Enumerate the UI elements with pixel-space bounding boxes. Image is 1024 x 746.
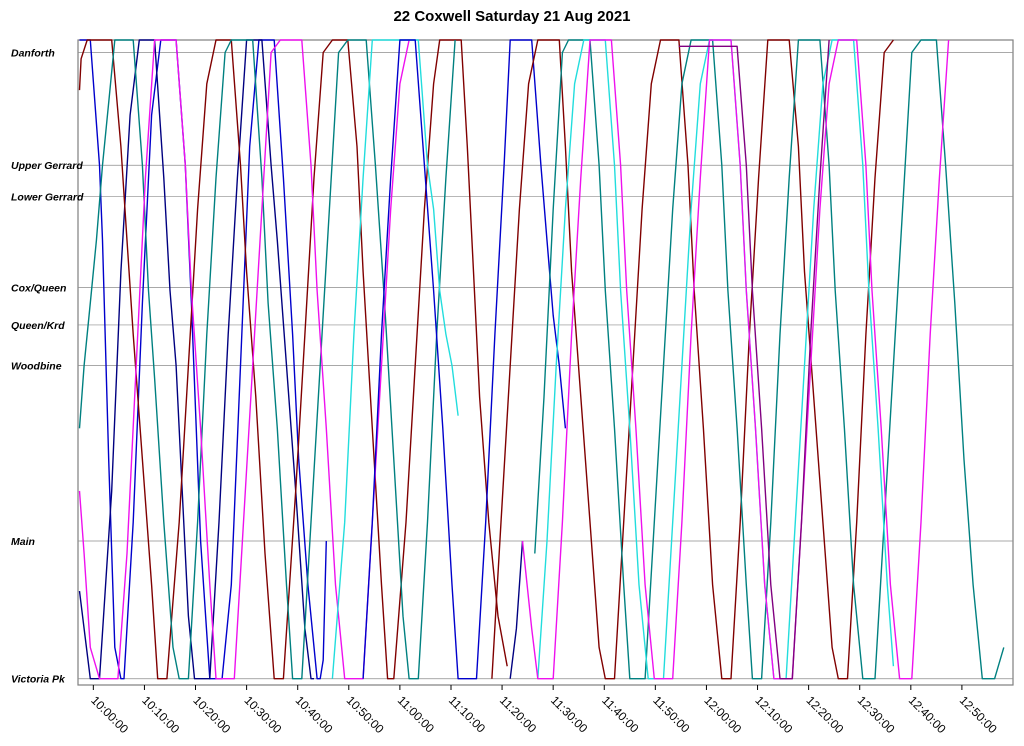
series-line-7 <box>362 39 567 680</box>
x-tick-label: 10:40:00 <box>293 693 336 736</box>
x-tick-label: 11:40:00 <box>599 693 642 736</box>
x-axis-labels: 10:00:00 10:10:00 10:20:00 10:30:00 10:40:00… <box>88 685 1000 736</box>
series-line-2 <box>78 39 508 680</box>
x-tick-label: 10:30:00 <box>241 693 284 736</box>
series-line-6 <box>509 540 524 679</box>
y-axis-labels: Danforth Upper Gerrard Lower Gerrard Cox/Qu… <box>11 48 84 686</box>
y-tick-label: Lower Gerrard <box>11 192 84 204</box>
x-tick-label: 12:10:00 <box>752 693 795 736</box>
x-tick-label: 10:20:00 <box>190 693 233 736</box>
series-line-11 <box>521 39 950 680</box>
x-tick-label: 12:50:00 <box>957 693 1000 736</box>
series-lines <box>78 39 1005 680</box>
x-tick-label: 12:00:00 <box>701 693 744 736</box>
x-tick-label: 10:50:00 <box>344 693 387 736</box>
series-line-12 <box>678 39 830 680</box>
x-tick-label: 11:20:00 <box>497 693 540 736</box>
y-tick-label: Cox/Queen <box>11 282 66 294</box>
y-tick-label: Danforth <box>11 48 55 60</box>
x-tick-label: 12:20:00 <box>803 693 846 736</box>
x-tick-label: 10:00:00 <box>88 693 131 736</box>
series-line-0 <box>79 39 327 680</box>
x-tick-label: 11:10:00 <box>446 693 489 736</box>
y-tick-label: Queen/Krd <box>11 320 65 332</box>
series-line-5 <box>331 39 459 679</box>
x-tick-label: 12:30:00 <box>855 693 898 736</box>
chart-title: 22 Coxwell Saturday 21 Aug 2021 <box>393 8 631 25</box>
x-tick-label: 11:30:00 <box>548 693 591 736</box>
series-line-3 <box>78 39 456 680</box>
series-line-4 <box>78 39 410 680</box>
x-tick-label: 11:00:00 <box>395 693 438 736</box>
y-tick-label: Main <box>11 536 35 548</box>
x-tick-label: 10:10:00 <box>139 693 182 736</box>
x-tick-label: 11:50:00 <box>650 693 693 736</box>
series-line-1 <box>78 39 314 680</box>
y-tick-label: Victoria Pk <box>11 674 66 686</box>
y-tick-label: Woodbine <box>11 361 62 373</box>
y-tick-label: Upper Gerrard <box>11 160 83 172</box>
x-tick-label: 12:40:00 <box>906 693 949 736</box>
